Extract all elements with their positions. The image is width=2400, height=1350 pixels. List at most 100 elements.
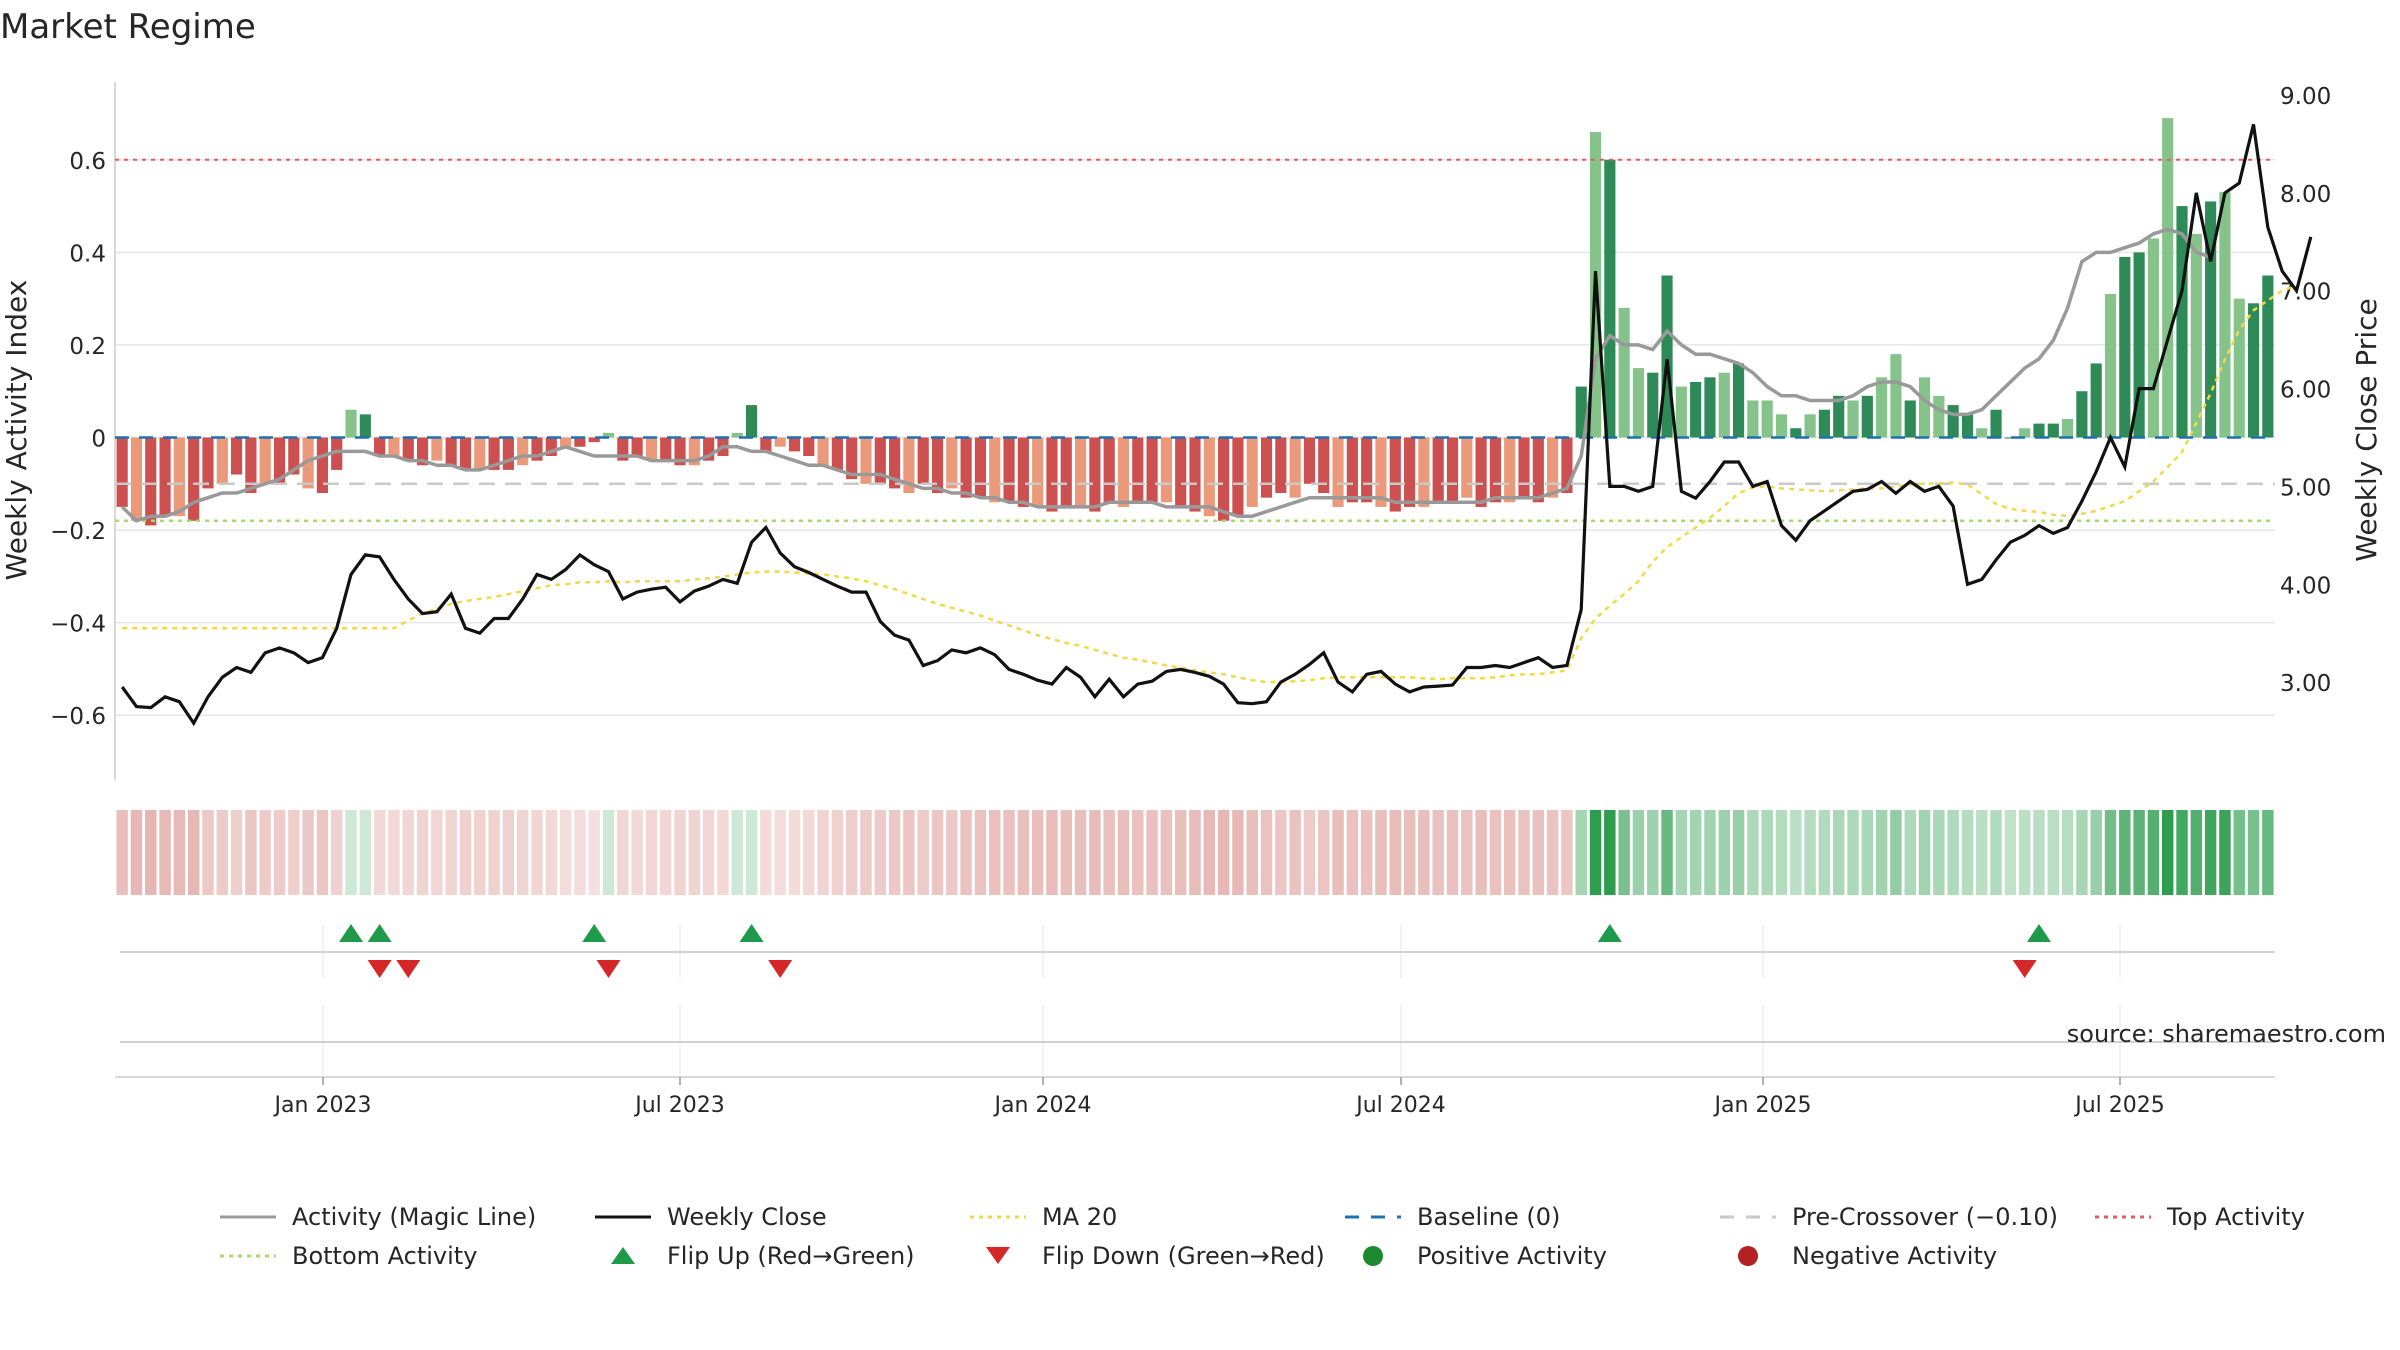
legend-item: MA 20 xyxy=(970,1203,1117,1231)
activity-bar xyxy=(1532,437,1544,503)
activity-bar xyxy=(517,437,529,466)
strip-cell xyxy=(1818,810,1831,895)
activity-bar xyxy=(188,437,200,521)
activity-bar xyxy=(774,437,786,447)
activity-bar xyxy=(560,437,572,447)
activity-bar xyxy=(1461,437,1473,498)
activity-bar xyxy=(1890,354,1902,438)
legend-label: Weekly Close xyxy=(667,1203,827,1231)
activity-bar xyxy=(989,437,1001,503)
activity-bar xyxy=(2190,233,2202,438)
strip-cell xyxy=(202,810,214,895)
strip-cell xyxy=(2204,810,2217,895)
strip-cell xyxy=(2119,810,2131,895)
legend-item: Top Activity xyxy=(2095,1203,2305,1231)
strip-cell xyxy=(1060,810,1072,895)
strip-cell xyxy=(145,810,157,895)
activity-bar xyxy=(2233,298,2245,438)
strip-cell xyxy=(1532,810,1545,895)
strip-cell xyxy=(1318,810,1330,895)
strip-cell xyxy=(2047,810,2059,895)
x-tick-label: Jul 2023 xyxy=(633,1093,725,1118)
strip-cell xyxy=(1647,810,1659,895)
y-right-tick-label: 5.00 xyxy=(2280,475,2331,501)
strip-cell xyxy=(2190,810,2203,895)
activity-bar xyxy=(159,437,171,517)
strip-cell xyxy=(316,810,329,895)
strip-cell xyxy=(960,810,972,895)
strip-cell xyxy=(488,810,500,895)
x-tick-label: Jul 2024 xyxy=(1354,1093,1446,1118)
y-left-tick-label: 0.4 xyxy=(69,241,106,267)
strip-cell xyxy=(345,810,357,895)
legend-icon-positive-dot xyxy=(1363,1246,1383,1266)
activity-bar xyxy=(703,437,715,461)
strip-cell xyxy=(2004,810,2017,895)
strip-cell xyxy=(1303,810,1316,895)
activity-bar xyxy=(1876,377,1888,438)
y-right-tick-label: 9.00 xyxy=(2280,84,2331,110)
strip-cell xyxy=(1003,810,1015,895)
legend-label: Pre-Crossover (−0.10) xyxy=(1792,1203,2058,1231)
x-tick-label: Jan 2023 xyxy=(273,1093,372,1118)
strip-cell xyxy=(230,810,243,895)
legend-item: Weekly Close xyxy=(595,1203,827,1231)
y-left-tick-label: 0.6 xyxy=(69,149,106,175)
strip-cell xyxy=(1575,810,1587,895)
activity-bar xyxy=(2090,363,2102,438)
activity-bar xyxy=(1289,437,1301,498)
activity-bar xyxy=(459,437,472,470)
activity-bar xyxy=(1976,428,1988,438)
strip-cell xyxy=(273,810,286,895)
activity-bar xyxy=(216,437,228,484)
strip-cell xyxy=(373,810,386,895)
activity-bar xyxy=(1847,400,1859,438)
strip-cell xyxy=(2247,810,2260,895)
strip-cell xyxy=(1546,810,1559,895)
y-right-axis-label: Weekly Close Price xyxy=(2350,298,2383,561)
strip-cell xyxy=(1375,810,1387,895)
activity-bar xyxy=(1833,395,1845,438)
activity-bar xyxy=(1318,437,1330,494)
activity-bar xyxy=(688,437,700,466)
strip-cell xyxy=(1461,810,1473,895)
strip-cell xyxy=(502,810,515,895)
activity-bar xyxy=(2147,238,2159,438)
y-right-tick-label: 6.00 xyxy=(2280,378,2331,404)
activity-bar xyxy=(731,432,743,438)
strip-cell xyxy=(845,810,858,895)
strip-cell xyxy=(1604,810,1616,895)
activity-bar xyxy=(1003,437,1015,503)
strip-cell xyxy=(688,810,701,895)
activity-bar xyxy=(846,437,858,480)
activity-bar xyxy=(1547,437,1559,498)
activity-bar xyxy=(2062,418,2074,438)
activity-bar xyxy=(1732,363,1745,438)
activity-bar xyxy=(1346,437,1358,503)
strip-cell xyxy=(1747,810,1759,895)
legend-icon-flip-down xyxy=(986,1247,1010,1264)
activity-bar xyxy=(1175,437,1187,507)
strip-cell xyxy=(602,810,615,895)
activity-bar xyxy=(345,409,357,438)
strip-cell xyxy=(1947,810,1959,895)
flip-down-marker xyxy=(768,960,793,978)
y-right-tick-label: 3.00 xyxy=(2280,671,2331,697)
activity-bar xyxy=(1489,437,1501,503)
activity-bar xyxy=(1046,437,1058,512)
activity-bar xyxy=(1604,159,1616,438)
activity-bar xyxy=(2019,428,2031,438)
activity-bar xyxy=(874,437,886,484)
flip-up-marker xyxy=(2026,924,2051,942)
activity-bar xyxy=(602,432,615,438)
strip-cell xyxy=(717,810,729,895)
strip-cell xyxy=(331,810,343,895)
strip-cell xyxy=(903,810,915,895)
strip-cell xyxy=(2033,810,2045,895)
activity-bar xyxy=(1361,437,1373,503)
strip-cell xyxy=(2147,810,2160,895)
activity-bar xyxy=(2004,437,2016,439)
strip-cell xyxy=(173,810,186,895)
strip-cell xyxy=(1403,810,1416,895)
activity-bar xyxy=(1818,409,1830,438)
